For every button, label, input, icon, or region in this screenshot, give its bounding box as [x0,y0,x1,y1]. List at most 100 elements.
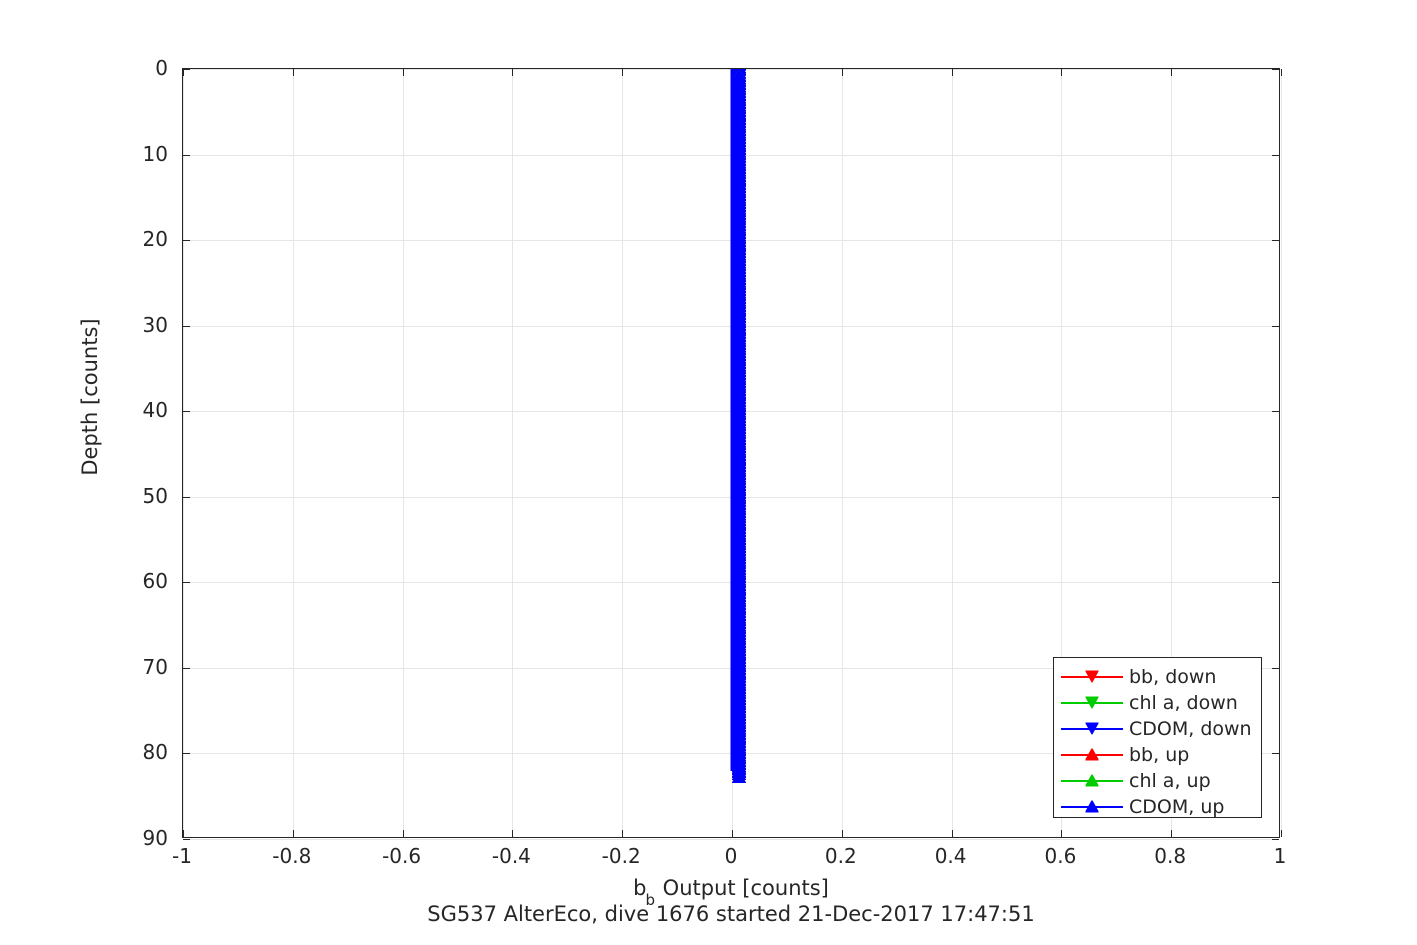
x-tick [952,830,953,837]
legend-entry[interactable]: CDOM, up [1054,794,1261,820]
y-tick-right [1272,753,1279,754]
legend-sample [1061,745,1123,765]
legend-entry[interactable]: bb, down [1054,664,1261,690]
triangle-down-icon [1084,668,1100,687]
y-tick-right [1272,69,1279,70]
legend-label: chl a, up [1129,770,1211,792]
legend-entry[interactable]: chl a, up [1054,768,1261,794]
y-tick [183,753,190,754]
legend-sample [1061,797,1123,817]
x-tick-top [952,69,953,76]
x-tick-top [732,69,733,76]
x-tick [1061,830,1062,837]
y-tick-label: 10 [142,141,168,166]
gridline-horizontal [183,411,1279,412]
y-tick-right [1272,839,1279,840]
x-tick-top [1061,69,1062,76]
legend-entry[interactable]: bb, up [1054,742,1261,768]
x-tick-top [1171,69,1172,76]
x-tick-top [512,69,513,76]
gridline-horizontal [183,155,1279,156]
gridline-vertical [403,69,404,837]
figure-caption: SG537 AlterEco, dive 1676 started 21-Dec… [427,902,1035,926]
x-tick-label: -1 [172,844,192,868]
y-axis-label: Depth [counts] [78,318,102,476]
gridline-vertical [622,69,623,837]
y-tick-label: 50 [142,483,168,508]
y-tick-label: 20 [142,227,168,252]
x-tick [293,830,294,837]
y-tick-right [1272,668,1279,669]
x-tick [183,830,184,837]
gridline-vertical [842,69,843,837]
gridline-vertical [512,69,513,837]
x-tick-label: 0 [724,844,738,868]
legend-label: CDOM, down [1129,718,1252,740]
x-tick-label: 0.6 [1044,844,1077,868]
legend-label: chl a, down [1129,692,1238,714]
x-axis-label-base: b [633,876,647,900]
x-tick [403,830,404,837]
gridline-horizontal [183,240,1279,241]
legend-label: bb, up [1129,744,1190,766]
y-tick [183,497,190,498]
x-tick-top [183,69,184,76]
x-tick [1171,830,1172,837]
gridline-horizontal [183,497,1279,498]
gridline-horizontal [183,839,1279,840]
y-tick-right [1272,326,1279,327]
y-tick-label: 30 [142,312,168,337]
y-tick [183,839,190,840]
triangle-up-icon [1084,746,1100,765]
x-tick-top [293,69,294,76]
x-tick-label: 0.8 [1154,844,1187,868]
gridline-vertical [1061,69,1062,837]
legend-entry[interactable]: chl a, down [1054,690,1261,716]
gridline-vertical [952,69,953,837]
x-tick-label: -0.6 [382,844,422,868]
gridline-horizontal [183,326,1279,327]
y-tick [183,411,190,412]
y-tick [183,668,190,669]
x-tick-label: 0.2 [824,844,857,868]
gridline-vertical [1171,69,1172,837]
y-tick-label: 90 [142,826,168,850]
gridline-horizontal [183,69,1279,70]
y-tick-label: 40 [142,398,168,423]
x-axis-label-subscript: b [645,891,655,910]
y-tick-right [1272,155,1279,156]
legend-sample [1061,667,1123,687]
x-tick [622,830,623,837]
gridline-vertical [732,69,733,837]
y-tick [183,240,190,241]
gridline-vertical [183,69,184,837]
y-tick-label: 70 [142,654,168,679]
y-tick [183,326,190,327]
x-tick [842,830,843,837]
y-tick-label: 80 [142,740,168,765]
y-tick-right [1272,497,1279,498]
y-tick-label: 0 [155,56,168,80]
legend-sample [1061,693,1123,713]
legend-sample [1061,771,1123,791]
x-tick-top [842,69,843,76]
triangle-up-icon [1084,772,1100,791]
x-tick-label: 0.4 [934,844,967,868]
legend-entry[interactable]: CDOM, down [1054,716,1261,742]
gridline-vertical [293,69,294,837]
legend-label: CDOM, up [1129,796,1225,818]
y-tick [183,582,190,583]
triangle-down-icon [1084,720,1100,739]
x-tick-top [1281,69,1282,76]
x-tick-label: -0.8 [272,844,312,868]
legend-label: bb, down [1129,666,1217,688]
y-tick-right [1272,411,1279,412]
x-tick-top [403,69,404,76]
x-tick-top [622,69,623,76]
triangle-up-icon [1084,798,1100,817]
y-tick-right [1272,240,1279,241]
legend-box[interactable]: bb, down chl a, down CDOM, down bb, up chl a… [1053,657,1262,818]
x-tick-label: 1 [1273,844,1287,868]
triangle-down-icon [1084,694,1100,713]
